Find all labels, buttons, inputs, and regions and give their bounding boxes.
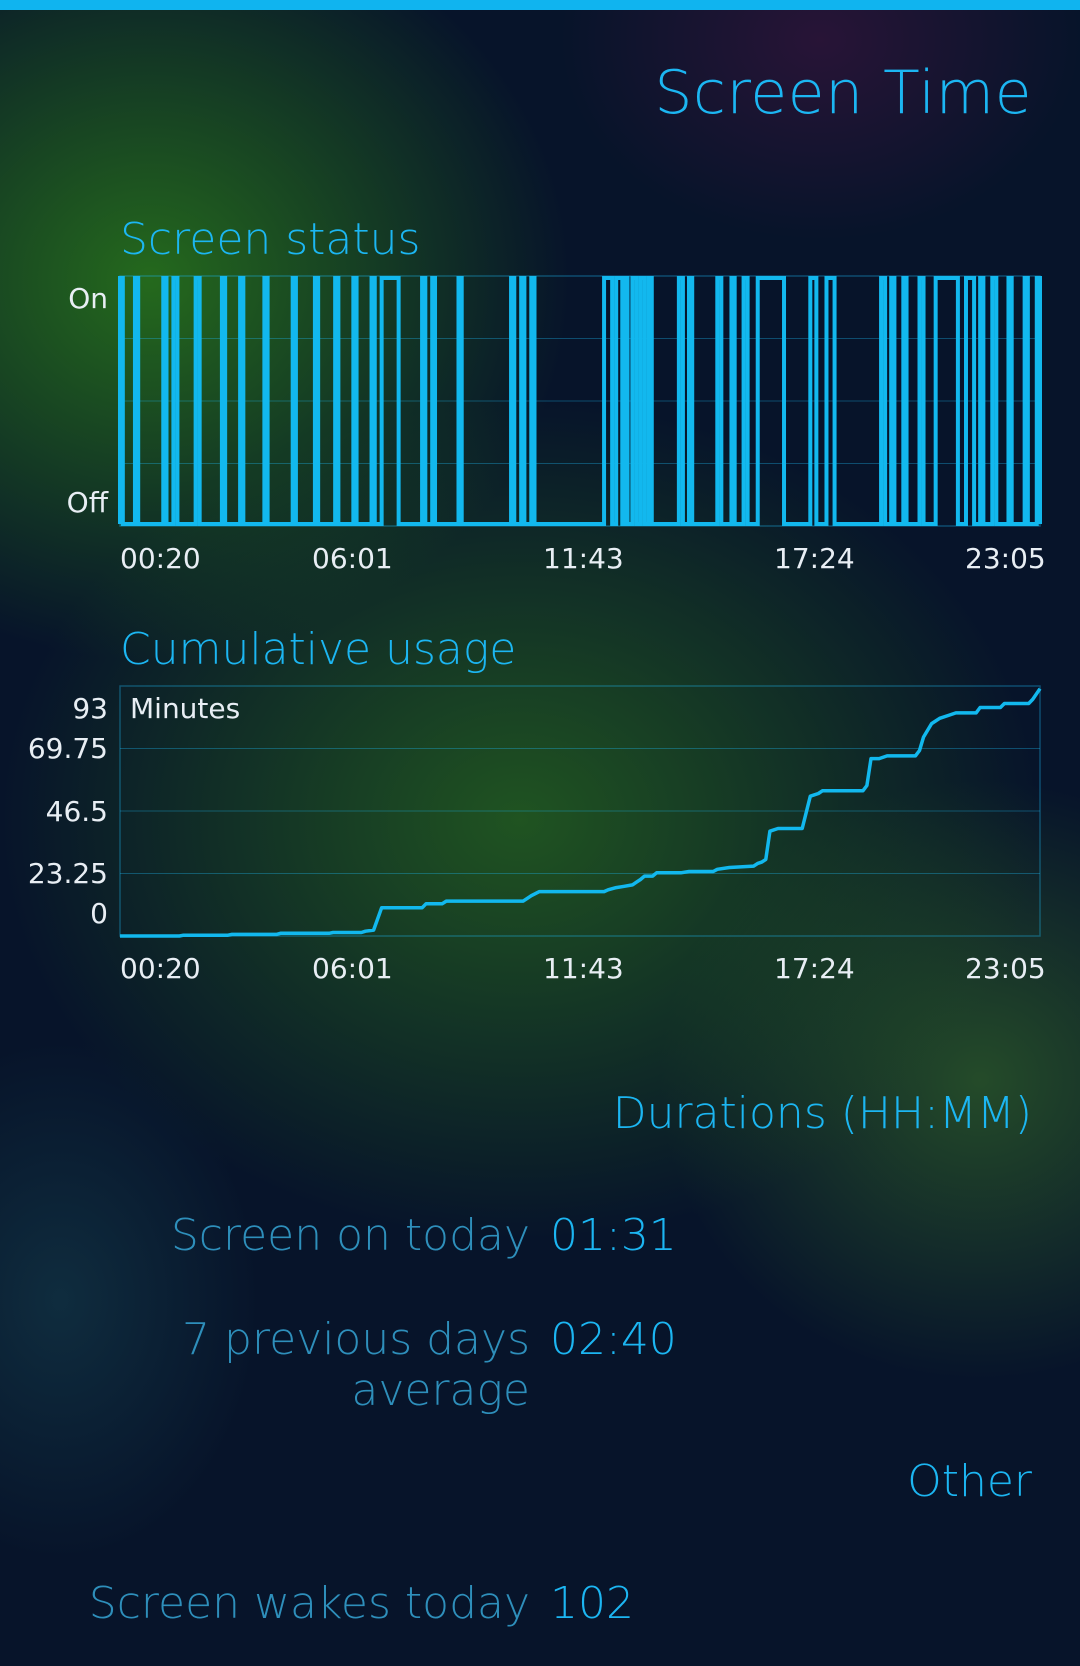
- cumulative-usage-title: Cumulative usage: [120, 624, 517, 675]
- usage-unit-label: Minutes: [130, 692, 241, 725]
- cumulative-usage-line: [120, 687, 1042, 938]
- cumulative-usage-chart: [119, 685, 1042, 938]
- status-x-tick-3: 11:43: [543, 542, 624, 575]
- screen-status-series: [118, 276, 1042, 526]
- status-y-label-on: On: [68, 282, 108, 315]
- screen-wakes-today-value: 102: [550, 1578, 634, 1629]
- previous-days-average-label: 7 previous days average: [182, 1314, 530, 1416]
- usage-y-tick-69-75: 69.75: [27, 732, 108, 765]
- screen-on-today-label: Screen on today: [170, 1210, 530, 1261]
- status-x-tick-2: 06:01: [312, 542, 393, 575]
- status-x-tick-1: 00:20: [120, 542, 201, 575]
- usage-x-tick-2: 06:01: [312, 952, 393, 985]
- usage-x-tick-5: 23:05: [965, 952, 1046, 985]
- usage-x-tick-3: 11:43: [543, 952, 624, 985]
- screen-on-today-value: 01:31: [550, 1210, 677, 1261]
- usage-y-tick-23-25: 23.25: [27, 857, 108, 890]
- other-header: Other: [907, 1456, 1032, 1507]
- previous-days-average-value: 02:40: [550, 1314, 677, 1365]
- top-accent-bar: [0, 0, 1080, 10]
- status-x-tick-5: 23:05: [965, 542, 1046, 575]
- usage-y-tick-46-5: 46.5: [45, 795, 108, 828]
- usage-y-tick-93: 93: [72, 692, 108, 725]
- page-title: Screen Time: [654, 58, 1032, 128]
- screen-status-title: Screen status: [120, 214, 421, 265]
- screen-wakes-today-label: Screen wakes today: [88, 1578, 530, 1629]
- usage-x-tick-4: 17:24: [774, 952, 855, 985]
- status-y-label-off: Off: [66, 486, 108, 519]
- screen-status-chart: [118, 275, 1042, 527]
- usage-x-tick-1: 00:20: [120, 952, 201, 985]
- usage-chart-frame: [119, 685, 1041, 937]
- status-x-tick-4: 17:24: [774, 542, 855, 575]
- usage-y-tick-0: 0: [90, 897, 108, 930]
- durations-header: Durations (HH:MM): [612, 1088, 1032, 1139]
